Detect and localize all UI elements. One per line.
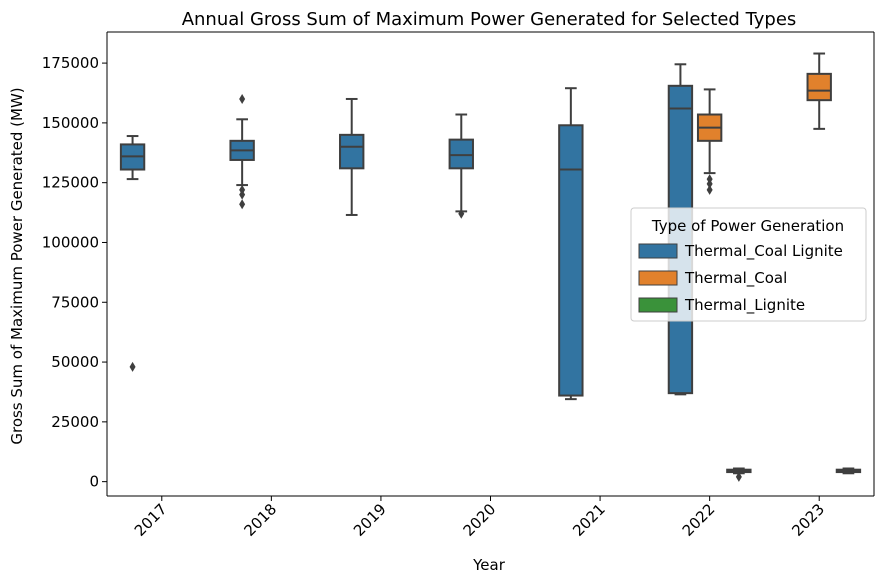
box-body	[448, 138, 474, 170]
box-body	[558, 124, 584, 397]
x-tick-label: 2020	[460, 500, 500, 540]
legend-swatch	[638, 270, 678, 286]
box-body	[806, 72, 832, 102]
legend-item: Thermal_Lignite	[638, 296, 805, 315]
y-tick-label: 75000	[51, 293, 99, 311]
legend-title: Type of Power Generation	[651, 217, 844, 235]
x-tick-label: 2023	[788, 500, 828, 540]
y-axis-label: Gross Sum of Maximum Power Generated (MW…	[8, 87, 26, 444]
y-tick-label: 50000	[51, 353, 99, 371]
legend-swatch	[638, 243, 678, 259]
outlier-point	[239, 93, 246, 104]
box-Thermal_Lignite-2022	[726, 467, 752, 482]
box-Thermal_Coal Lignite-2020	[448, 113, 474, 219]
legend: Type of Power Generation Thermal_Coal Li…	[630, 207, 867, 322]
legend-item: Thermal_Coal Lignite	[638, 242, 843, 261]
box-Thermal_Coal Lignite-2019	[339, 97, 365, 216]
box-Thermal_Coal-2023	[806, 52, 832, 130]
outlier-point	[458, 208, 465, 219]
outlier-point	[239, 189, 246, 200]
legend-item: Thermal_Coal	[638, 269, 787, 288]
box-Thermal_Coal Lignite-2018	[229, 93, 255, 210]
legend-label: Thermal_Coal Lignite	[684, 242, 843, 261]
outlier-point	[706, 178, 713, 189]
box-Thermal_Coal Lignite-2021	[558, 87, 584, 401]
y-tick-label: 150000	[42, 114, 99, 132]
x-tick-label: 2022	[679, 500, 719, 540]
box-body	[339, 133, 365, 170]
box-Thermal_Coal-2022	[696, 88, 723, 195]
box-Thermal_Coal Lignite-2017	[119, 135, 146, 372]
x-tick-label: 2019	[350, 500, 390, 540]
legend-label: Thermal_Coal	[684, 269, 787, 288]
legend-frame	[630, 207, 867, 322]
y-tick-label: 100000	[42, 233, 99, 251]
box-Thermal_Lignite-2023	[835, 467, 862, 475]
x-tick-label: 2018	[240, 500, 280, 540]
outlier-point	[706, 184, 713, 195]
x-tick-label: 2021	[569, 500, 609, 540]
legend-swatch	[638, 297, 678, 313]
y-tick-label: 25000	[51, 413, 99, 431]
y-tick-label: 175000	[42, 54, 99, 72]
y-tick-label: 0	[89, 473, 99, 491]
x-axis-label: Year	[472, 556, 506, 574]
chart-title: Annual Gross Sum of Maximum Power Genera…	[182, 9, 797, 30]
x-tick-label: 2017	[131, 500, 171, 540]
outlier-point	[735, 471, 742, 482]
legend-label: Thermal_Lignite	[684, 296, 805, 315]
outlier-point	[239, 199, 246, 210]
y-tick-label: 125000	[42, 174, 99, 192]
outlier-point	[129, 361, 136, 372]
